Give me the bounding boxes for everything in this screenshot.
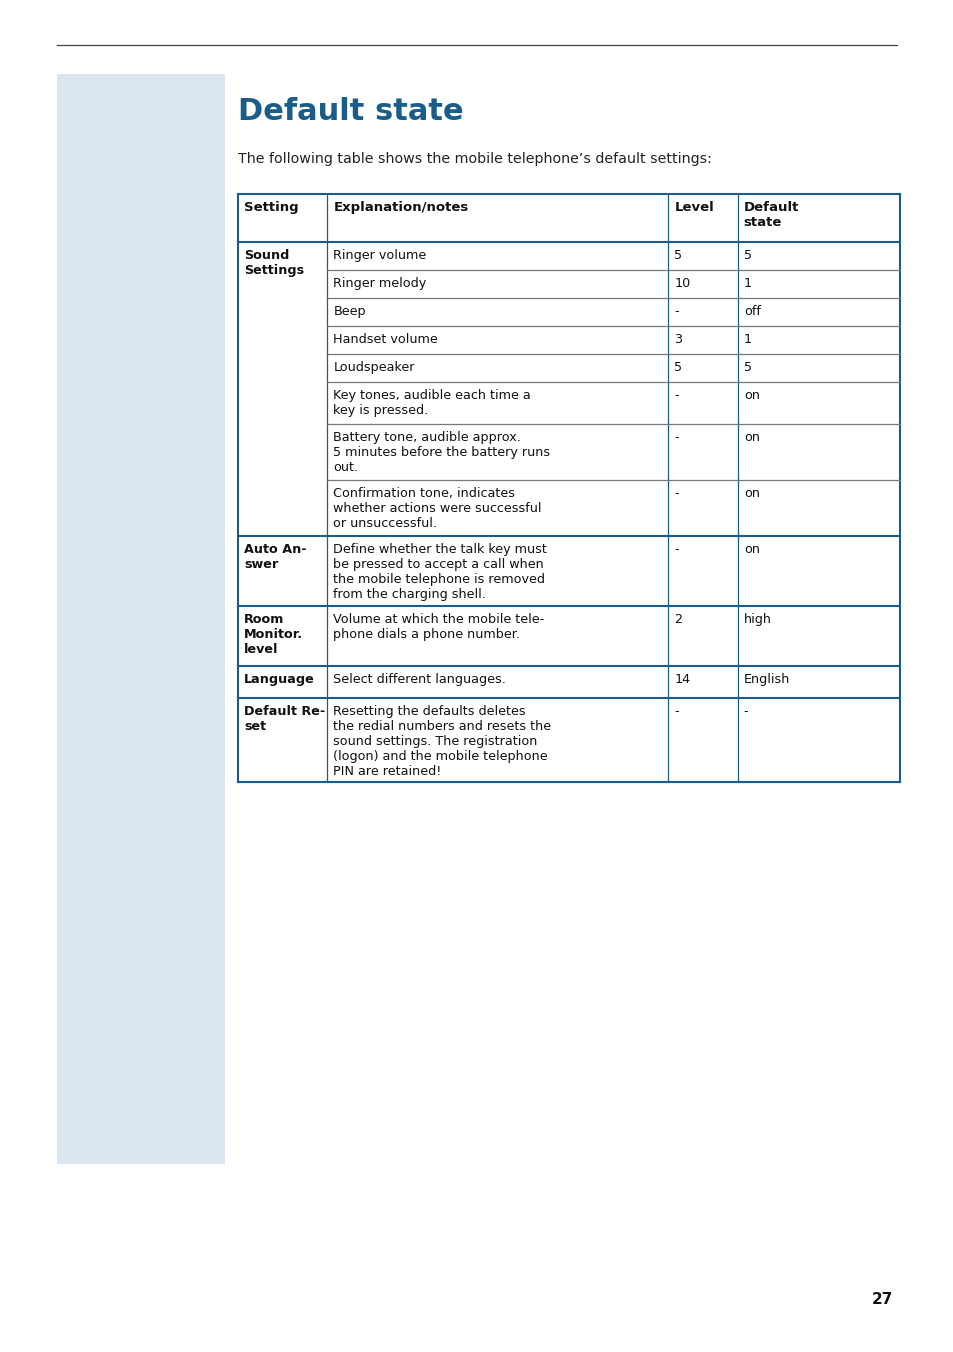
Text: 27: 27 — [871, 1293, 892, 1307]
Text: Select different languages.: Select different languages. — [333, 673, 506, 685]
Text: Default state: Default state — [237, 97, 463, 126]
Text: Loudspeaker: Loudspeaker — [333, 361, 415, 375]
Text: Sound
Settings: Sound Settings — [244, 249, 304, 277]
Text: -: - — [674, 704, 679, 718]
Text: Battery tone, audible approx.
5 minutes before the battery runs
out.: Battery tone, audible approx. 5 minutes … — [333, 431, 550, 475]
Text: Beep: Beep — [333, 306, 366, 318]
Text: Key tones, audible each time a
key is pressed.: Key tones, audible each time a key is pr… — [333, 389, 531, 416]
Text: -: - — [743, 704, 748, 718]
Text: -: - — [674, 487, 679, 500]
Text: Ringer melody: Ringer melody — [333, 277, 426, 289]
Text: Level: Level — [674, 201, 713, 214]
Text: 3: 3 — [674, 333, 681, 346]
Text: Explanation/notes: Explanation/notes — [333, 201, 468, 214]
Text: on: on — [743, 389, 759, 402]
Text: Confirmation tone, indicates
whether actions were successful
or unsuccessful.: Confirmation tone, indicates whether act… — [333, 487, 541, 530]
Text: 1: 1 — [743, 277, 751, 289]
Text: 5: 5 — [743, 361, 751, 375]
Text: Language: Language — [244, 673, 314, 685]
Text: 1: 1 — [743, 333, 751, 346]
Text: Ringer volume: Ringer volume — [333, 249, 426, 262]
Text: off: off — [743, 306, 760, 318]
Text: Room
Monitor.
level: Room Monitor. level — [244, 612, 303, 656]
Text: Setting: Setting — [244, 201, 298, 214]
Text: high: high — [743, 612, 771, 626]
Text: Default
state: Default state — [743, 201, 799, 228]
Text: -: - — [674, 389, 679, 402]
Text: 2: 2 — [674, 612, 681, 626]
Text: Auto An-
swer: Auto An- swer — [244, 544, 306, 571]
Text: on: on — [743, 487, 759, 500]
Text: Resetting the defaults deletes
the redial numbers and resets the
sound settings.: Resetting the defaults deletes the redia… — [333, 704, 551, 777]
Bar — [57, 74, 225, 1164]
Text: on: on — [743, 431, 759, 443]
Text: English: English — [743, 673, 789, 685]
Text: -: - — [674, 306, 679, 318]
Text: The following table shows the mobile telephone’s default settings:: The following table shows the mobile tel… — [237, 151, 711, 166]
Text: on: on — [743, 544, 759, 556]
Text: 5: 5 — [674, 249, 681, 262]
Text: 14: 14 — [674, 673, 690, 685]
Text: 5: 5 — [743, 249, 751, 262]
Text: -: - — [674, 544, 679, 556]
Text: Volume at which the mobile tele-
phone dials a phone number.: Volume at which the mobile tele- phone d… — [333, 612, 544, 641]
Text: 10: 10 — [674, 277, 690, 289]
Text: -: - — [674, 431, 679, 443]
Text: 5: 5 — [674, 361, 681, 375]
Text: Handset volume: Handset volume — [333, 333, 437, 346]
Text: Default Re-
set: Default Re- set — [244, 704, 325, 733]
Text: Define whether the talk key must
be pressed to accept a call when
the mobile tel: Define whether the talk key must be pres… — [333, 544, 547, 602]
